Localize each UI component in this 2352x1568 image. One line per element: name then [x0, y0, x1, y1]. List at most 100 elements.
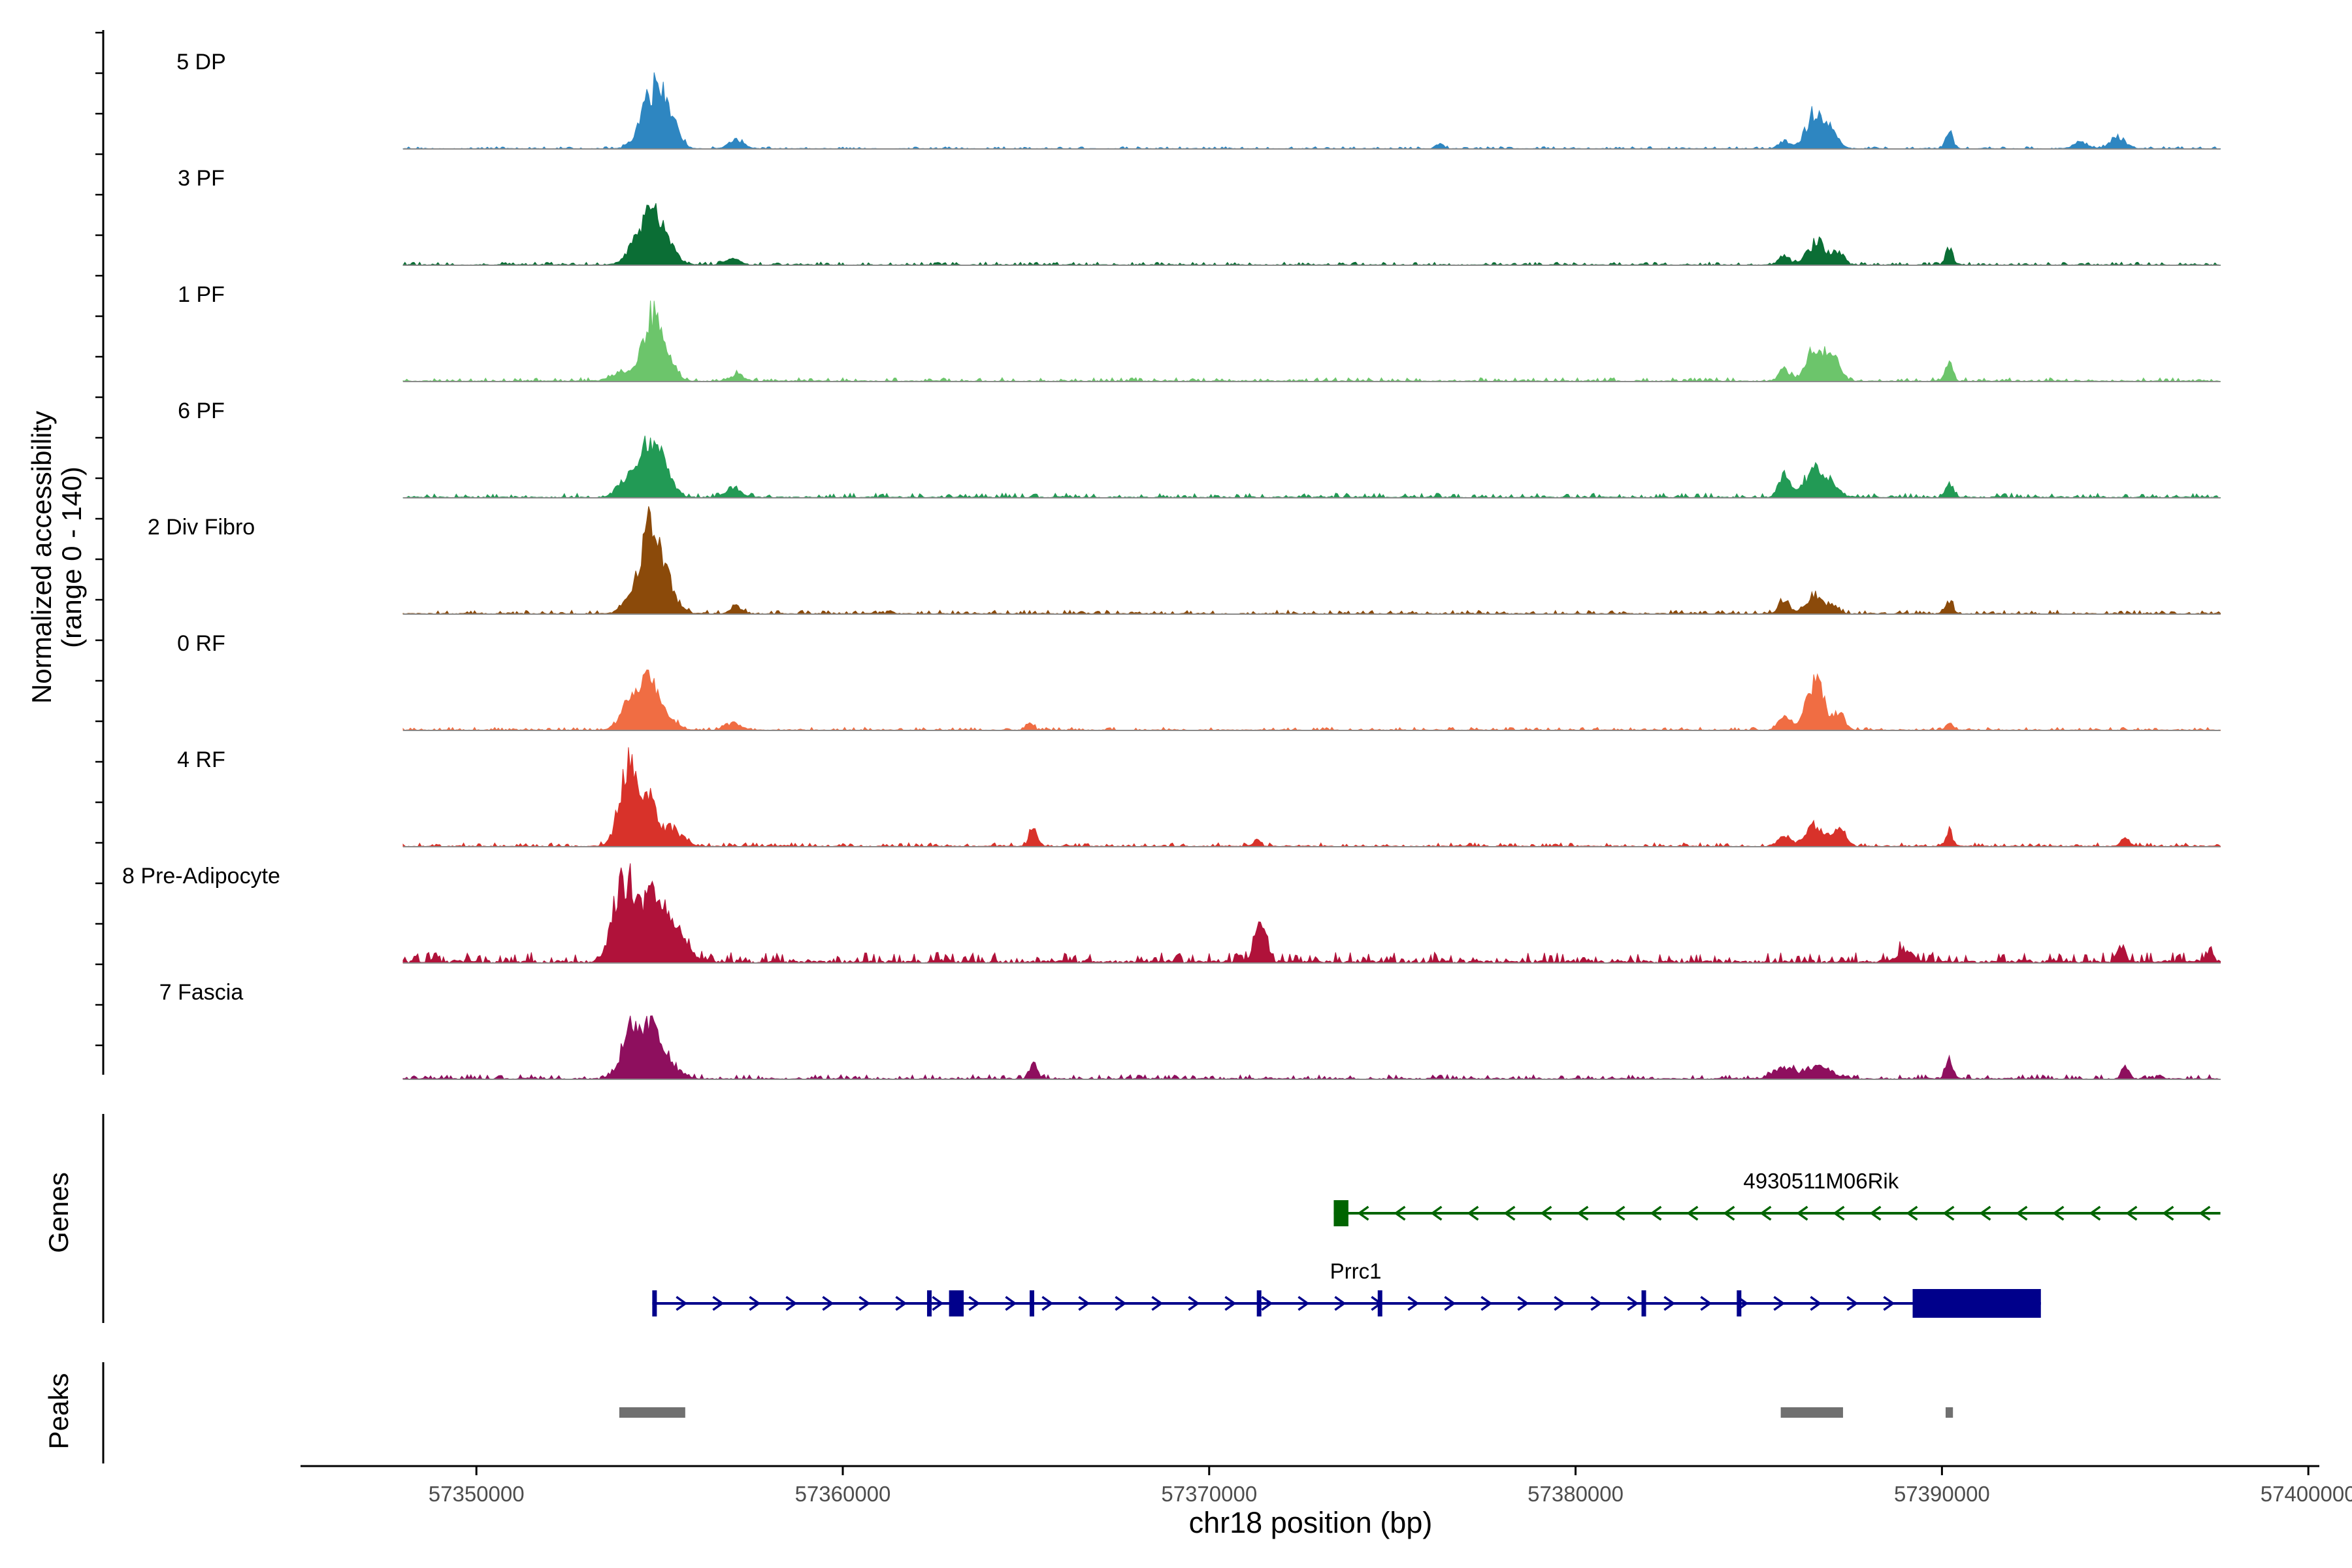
strand-arrow — [1759, 1205, 1772, 1221]
strand-arrow — [749, 1296, 761, 1311]
track-0-rf: 0 RF — [177, 631, 2221, 731]
track-1-pf: 1 PF — [178, 282, 2221, 382]
strand-arrow — [1979, 1205, 1991, 1221]
strand-arrow — [1613, 1205, 1625, 1221]
strand-arrow — [785, 1296, 798, 1311]
strand-arrow — [1188, 1296, 1200, 1311]
strand-arrow — [968, 1296, 981, 1311]
exon — [1333, 1200, 1348, 1226]
strand-arrow — [1503, 1205, 1516, 1221]
peak-region — [619, 1407, 685, 1418]
strand-arrow — [1041, 1296, 1054, 1311]
strand-arrow — [1796, 1205, 1808, 1221]
track-8-pre-adipocyte: 8 Pre-Adipocyte — [122, 863, 2221, 964]
strand-arrow — [1700, 1296, 1712, 1311]
strand-arrow — [1576, 1205, 1589, 1221]
track-label: 3 PF — [178, 166, 225, 191]
track-6-pf: 6 PF — [178, 399, 2221, 499]
x-tick-label: 57360000 — [795, 1482, 891, 1506]
strand-arrow — [1444, 1296, 1456, 1311]
strand-arrow — [1480, 1296, 1493, 1311]
exon — [926, 1290, 932, 1316]
track-label: 4 RF — [177, 747, 225, 772]
strand-arrow — [822, 1296, 834, 1311]
strand-arrow — [1554, 1296, 1566, 1311]
exon — [1737, 1290, 1742, 1316]
x-tick-label: 57380000 — [1527, 1482, 1624, 1506]
track-7-fascia: 7 Fascia — [159, 980, 2221, 1081]
strand-arrow — [1810, 1296, 1822, 1311]
strand-arrow — [1942, 1205, 1955, 1221]
x-tick-label: 57350000 — [429, 1482, 525, 1506]
strand-arrow — [2052, 1205, 2065, 1221]
strand-arrow — [2125, 1205, 2138, 1221]
track-label: 2 Div Fibro — [148, 515, 255, 540]
gene-prrc1: Prrc1 — [652, 1259, 2041, 1318]
x-axis: 57350000 57360000 57370000 57380000 57390000… — [301, 1465, 2352, 1506]
strand-arrow — [1357, 1205, 1369, 1221]
gene-label: Prrc1 — [1330, 1259, 1382, 1283]
strand-arrow — [1115, 1296, 1127, 1311]
exon — [949, 1290, 964, 1316]
strand-arrow — [1869, 1205, 1882, 1221]
strand-arrow — [1407, 1296, 1420, 1311]
y-axis-label-line1: Normalized accessibility — [26, 411, 57, 704]
strand-arrow — [2162, 1205, 2174, 1221]
strand-arrow — [1005, 1296, 1017, 1311]
track-4-rf: 4 RF — [177, 747, 2221, 847]
strand-arrow — [2016, 1205, 2028, 1221]
peaks-panel-label: Peaks — [43, 1373, 74, 1450]
strand-arrow — [2198, 1205, 2211, 1221]
strand-arrow — [1846, 1296, 1859, 1311]
strand-arrow — [1540, 1205, 1552, 1221]
genes-panel-label: Genes — [43, 1172, 74, 1253]
strand-arrow — [1517, 1296, 1529, 1311]
strand-arrow — [932, 1296, 944, 1311]
peak-region — [1780, 1407, 1843, 1418]
peak-track — [102, 1362, 1953, 1463]
strand-arrow — [1151, 1296, 1164, 1311]
exon — [1256, 1290, 1262, 1316]
strand-arrow — [2089, 1205, 2101, 1221]
strand-arrow — [1394, 1205, 1406, 1221]
track-label: 0 RF — [177, 631, 225, 656]
gene-label: 4930511M06Rik — [1743, 1169, 1899, 1193]
track-2-div-fibro: 2 Div Fibro — [148, 506, 2221, 615]
gene-track: 4930511M06Rik Prrc1 — [102, 1114, 2221, 1323]
exon — [1641, 1290, 1646, 1316]
x-tick-label: 57390000 — [1894, 1482, 1990, 1506]
y-axis-label-line2: (range 0 - 140) — [56, 466, 87, 648]
strand-arrow — [1078, 1296, 1090, 1311]
strand-arrow — [1298, 1296, 1310, 1311]
strand-arrow — [858, 1296, 871, 1311]
strand-arrow — [1650, 1205, 1662, 1221]
track-label: 7 Fascia — [159, 980, 244, 1005]
strand-arrow — [1723, 1205, 1735, 1221]
coverage-tracks: 5 DP 3 PF 1 PF 6 PF 2 Div Fibro 0 RF 4 RF 8 Pre… — [95, 30, 2221, 1081]
strand-arrow — [1334, 1296, 1347, 1311]
track-label: 5 DP — [176, 50, 226, 74]
strand-arrow — [1663, 1296, 1676, 1311]
exon — [1377, 1290, 1382, 1316]
strand-arrow — [895, 1296, 907, 1311]
strand-arrow — [1224, 1296, 1237, 1311]
exon — [1912, 1289, 2041, 1318]
strand-arrow — [1883, 1296, 1895, 1311]
strand-arrow — [712, 1296, 725, 1311]
strand-arrow — [1833, 1205, 1845, 1221]
strand-arrow — [1906, 1205, 1918, 1221]
strand-arrow — [1686, 1205, 1699, 1221]
exon — [1029, 1290, 1034, 1316]
strand-arrow — [1430, 1205, 1443, 1221]
peak-region — [1945, 1407, 1953, 1418]
strand-arrow — [1590, 1296, 1603, 1311]
exon — [652, 1290, 657, 1316]
coverage-area — [402, 863, 2221, 964]
strand-arrow — [1773, 1296, 1786, 1311]
coverage-area — [402, 506, 2221, 615]
track-label: 8 Pre-Adipocyte — [122, 864, 280, 889]
track-3-pf: 3 PF — [178, 166, 2221, 266]
strand-arrow — [676, 1296, 688, 1311]
